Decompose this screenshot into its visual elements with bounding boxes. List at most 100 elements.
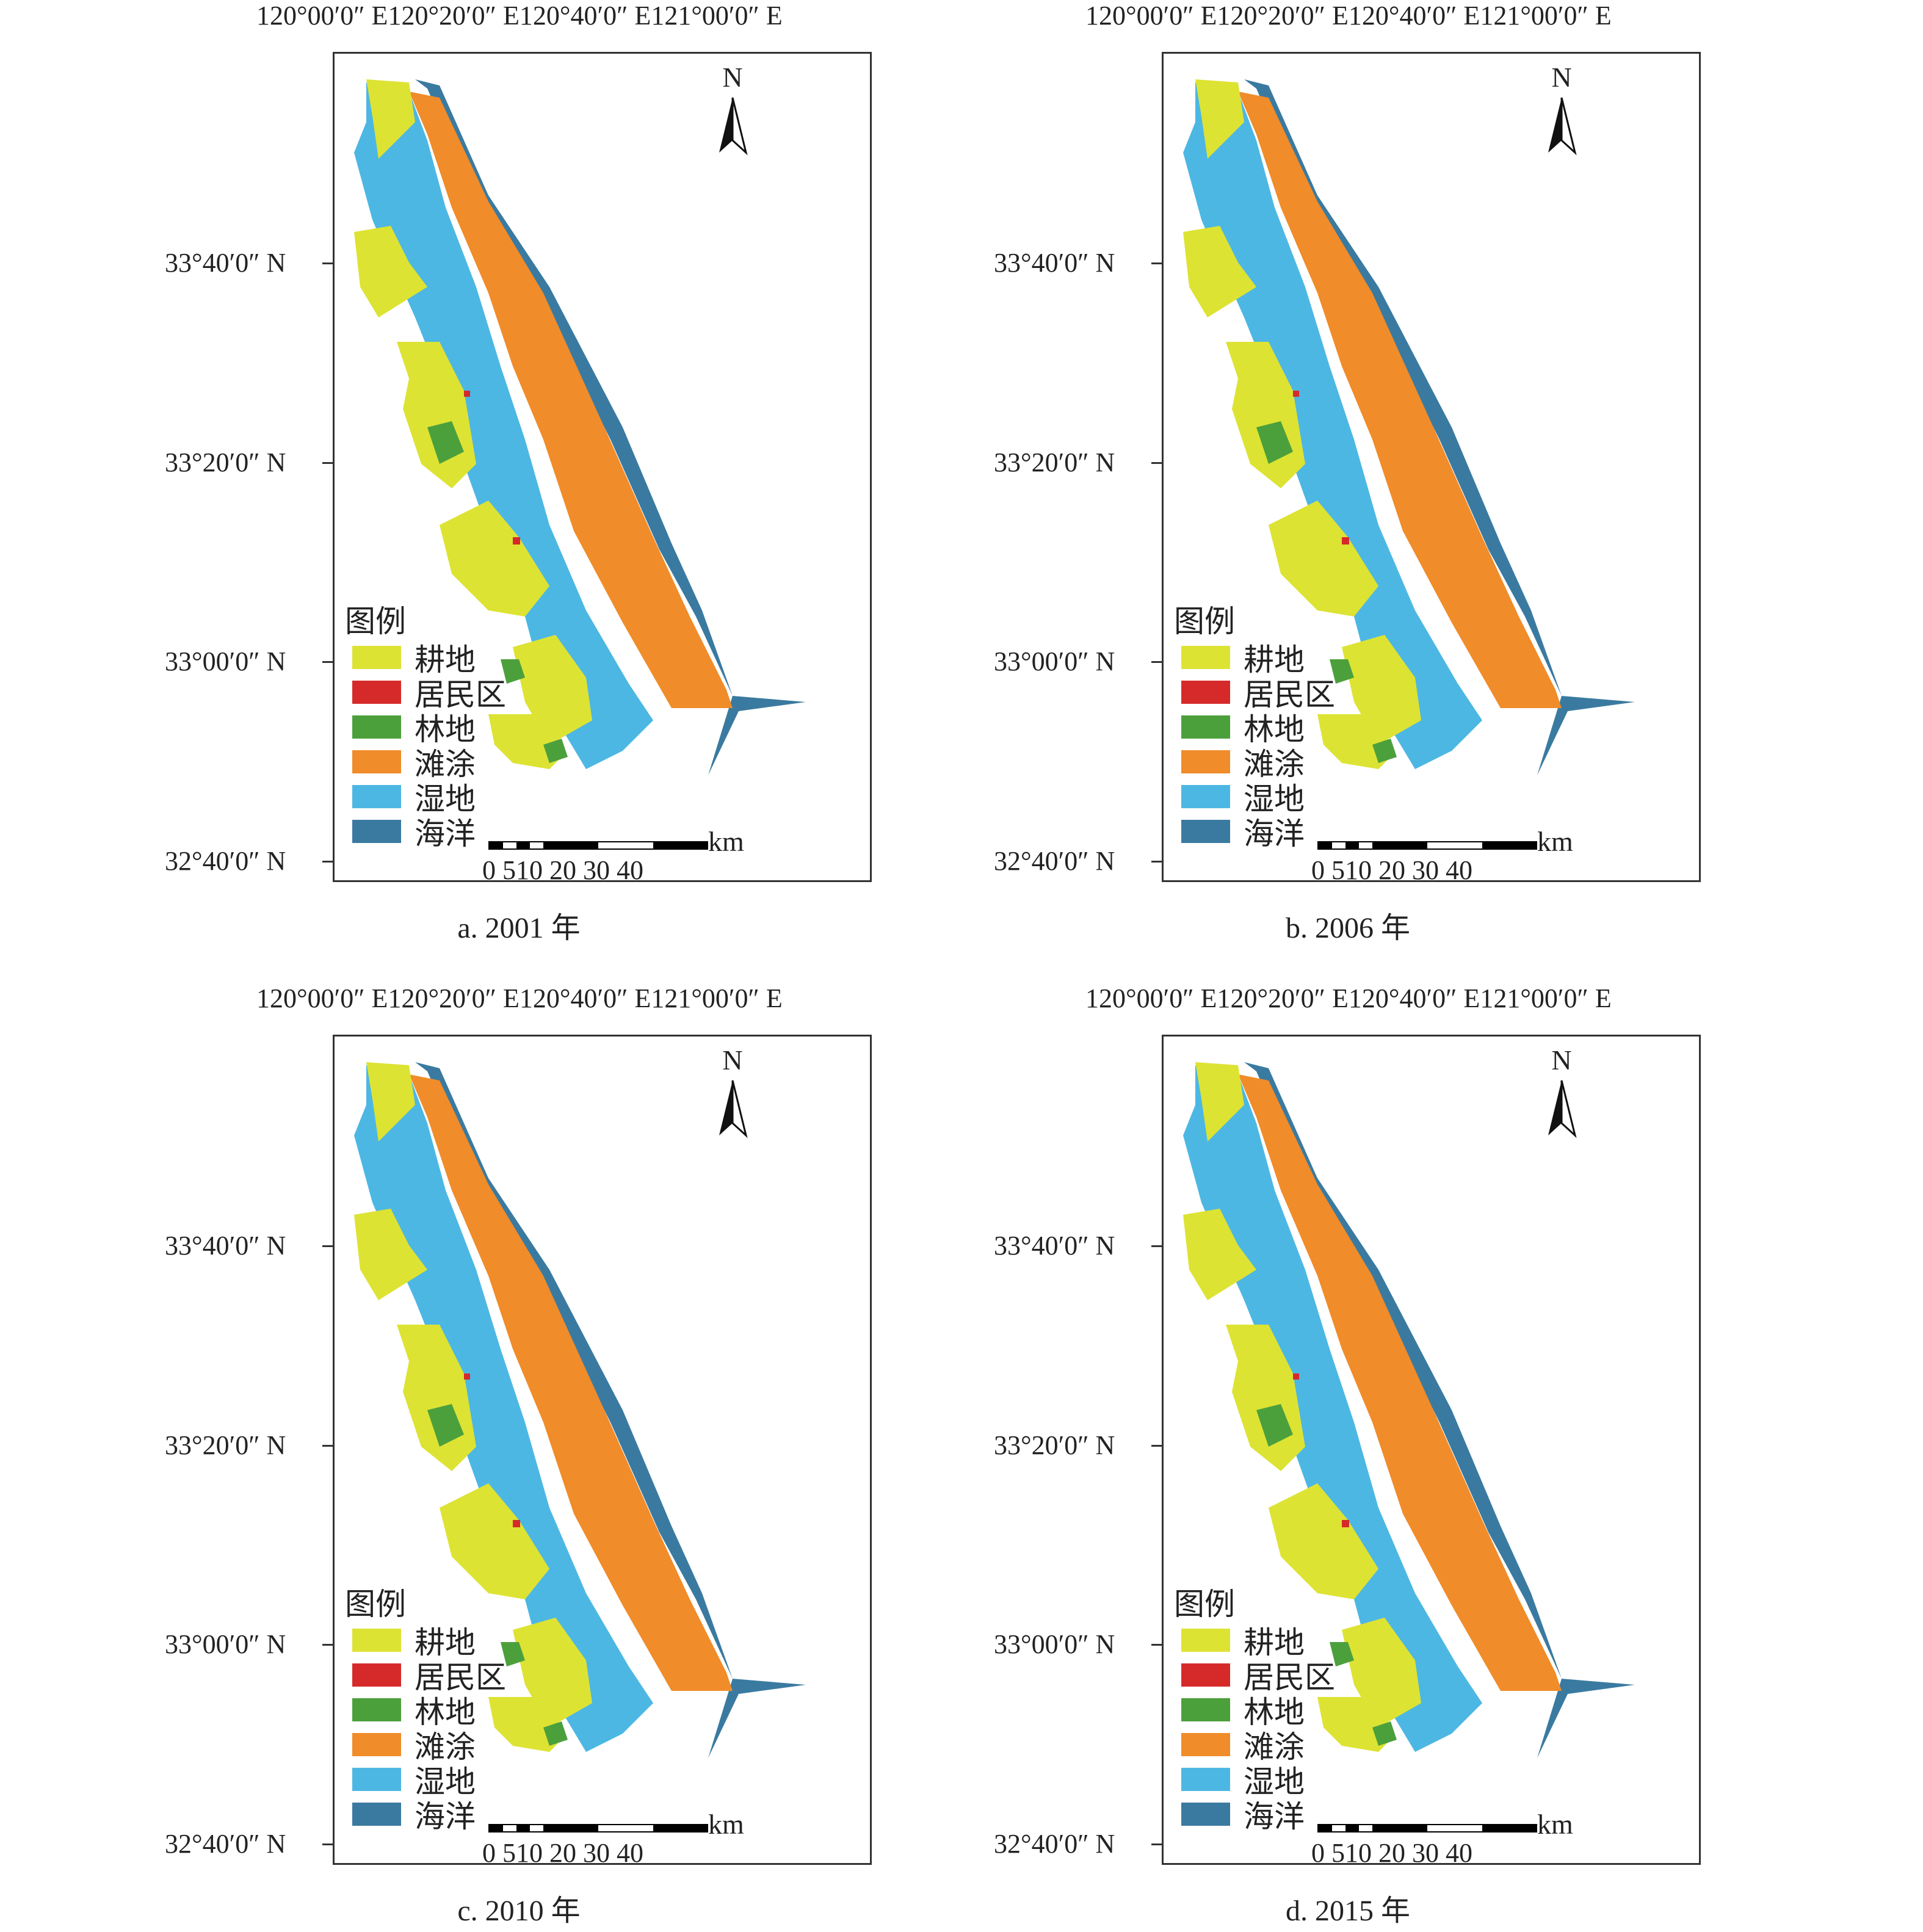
legend-swatch xyxy=(1181,1629,1230,1652)
lat-label: 33°40′0″ N xyxy=(994,247,1115,278)
legend-label: 海洋 xyxy=(1244,1792,1305,1836)
lat-label: 33°20′0″ N xyxy=(994,447,1115,478)
north-label: N xyxy=(1543,61,1580,93)
legend-swatch xyxy=(1181,1663,1230,1687)
legend-item: 林地 xyxy=(345,709,506,744)
map-panel-d: 120°00′0″ E 120°20′0″ E 120°40′0″ E 121°… xyxy=(951,983,1745,1874)
legend-swatch xyxy=(352,1733,401,1756)
legend-swatch xyxy=(1181,681,1230,704)
legend-item: 湿地 xyxy=(345,779,506,814)
legend-swatch xyxy=(1181,1698,1230,1721)
legend-swatch xyxy=(1181,820,1230,843)
residential-area xyxy=(1342,1520,1349,1527)
legend: 图例 耕地 居民区 林地 滩涂 湿地 海洋 xyxy=(345,1587,506,1831)
land-use-map xyxy=(122,983,916,1874)
legend-item: 居民区 xyxy=(1174,675,1335,709)
north-label: N xyxy=(714,1044,751,1076)
legend-item: 湿地 xyxy=(1174,1762,1335,1796)
north-label: N xyxy=(714,61,751,93)
legend-item: 滩涂 xyxy=(345,744,506,779)
legend-swatch xyxy=(352,820,401,843)
land-use-map xyxy=(951,0,1745,891)
legend-swatch xyxy=(352,750,401,773)
lat-label: 32°40′0″ N xyxy=(994,845,1115,877)
legend-swatch xyxy=(352,1698,401,1721)
north-arrow: N xyxy=(714,1044,763,1148)
scale-bar: km 0 510 20 30 40 xyxy=(488,1819,745,1874)
panel-caption: a. 2001 年 xyxy=(122,903,916,946)
legend-item: 海洋 xyxy=(345,814,506,848)
legend-swatch xyxy=(1181,646,1230,669)
lat-label: 33°20′0″ N xyxy=(165,447,286,478)
scale-ticks: 0 510 20 30 40 xyxy=(482,1837,643,1869)
legend-swatch xyxy=(1181,750,1230,773)
legend-title: 图例 xyxy=(345,1587,506,1621)
lat-label: 33°00′0″ N xyxy=(165,646,286,677)
legend-item: 湿地 xyxy=(1174,779,1335,814)
legend-item: 湿地 xyxy=(345,1762,506,1796)
legend-item: 滩涂 xyxy=(345,1727,506,1762)
legend-swatch xyxy=(352,1663,401,1687)
legend-swatch xyxy=(352,785,401,808)
scale-unit: km xyxy=(708,1808,744,1840)
residential-area xyxy=(464,391,470,397)
legend-swatch xyxy=(352,715,401,739)
legend-swatch xyxy=(352,646,401,669)
legend-item: 居民区 xyxy=(1174,1657,1335,1692)
legend-swatch xyxy=(352,1803,401,1826)
legend-title: 图例 xyxy=(1174,604,1335,639)
north-arrow: N xyxy=(714,61,763,165)
legend-label: 海洋 xyxy=(415,1792,476,1836)
legend-item: 滩涂 xyxy=(1174,744,1335,779)
panel-caption: d. 2015 年 xyxy=(951,1886,1745,1929)
map-panel-a: 120°00′0″ E 120°20′0″ E 120°40′0″ E 121°… xyxy=(122,0,916,891)
legend-item: 居民区 xyxy=(345,675,506,709)
legend-item: 林地 xyxy=(345,1692,506,1727)
north-label: N xyxy=(1543,1044,1580,1076)
legend-label: 海洋 xyxy=(415,809,476,853)
lat-label: 32°40′0″ N xyxy=(994,1828,1115,1859)
legend: 图例 耕地 居民区 林地 滩涂 湿地 海洋 xyxy=(1174,1587,1335,1831)
residential-area xyxy=(464,1373,470,1380)
legend-item: 海洋 xyxy=(1174,1796,1335,1831)
lat-label: 33°40′0″ N xyxy=(994,1230,1115,1261)
legend-swatch xyxy=(1181,1768,1230,1791)
land-use-map xyxy=(951,983,1745,1874)
lat-label: 33°00′0″ N xyxy=(165,1629,286,1660)
legend-label: 海洋 xyxy=(1244,809,1305,853)
legend-item: 海洋 xyxy=(345,1796,506,1831)
legend-title: 图例 xyxy=(345,604,506,639)
scale-ticks: 0 510 20 30 40 xyxy=(482,855,643,886)
scale-bar: km 0 510 20 30 40 xyxy=(1317,836,1574,891)
legend-item: 海洋 xyxy=(1174,814,1335,848)
legend-swatch xyxy=(1181,1733,1230,1756)
map-panel-c: 120°00′0″ E 120°20′0″ E 120°40′0″ E 121°… xyxy=(122,983,916,1874)
lat-label: 32°40′0″ N xyxy=(165,845,286,877)
legend-item: 耕地 xyxy=(345,1623,506,1657)
legend-item: 林地 xyxy=(1174,1692,1335,1727)
north-arrow: N xyxy=(1543,1044,1592,1148)
land-use-map xyxy=(122,0,916,891)
residential-area xyxy=(513,1520,520,1527)
panel-caption: b. 2006 年 xyxy=(951,903,1745,946)
legend-swatch xyxy=(1181,785,1230,808)
scale-ticks: 0 510 20 30 40 xyxy=(1311,1837,1472,1869)
legend-title: 图例 xyxy=(1174,1587,1335,1621)
legend-item: 滩涂 xyxy=(1174,1727,1335,1762)
scale-unit: km xyxy=(1537,1808,1573,1840)
lat-label: 33°40′0″ N xyxy=(165,1230,286,1261)
legend-swatch xyxy=(1181,715,1230,739)
lat-label: 33°20′0″ N xyxy=(994,1430,1115,1461)
residential-area xyxy=(513,537,520,545)
lat-label: 33°00′0″ N xyxy=(994,1629,1115,1660)
legend-swatch xyxy=(1181,1803,1230,1826)
lat-label: 32°40′0″ N xyxy=(165,1828,286,1859)
legend-item: 耕地 xyxy=(1174,1623,1335,1657)
legend: 图例 耕地 居民区 林地 滩涂 湿地 海洋 xyxy=(345,604,506,848)
legend-swatch xyxy=(352,1629,401,1652)
north-arrow: N xyxy=(1543,61,1592,165)
legend-item: 林地 xyxy=(1174,709,1335,744)
lat-label: 33°00′0″ N xyxy=(994,646,1115,677)
legend-swatch xyxy=(352,681,401,704)
lat-label: 33°40′0″ N xyxy=(165,247,286,278)
